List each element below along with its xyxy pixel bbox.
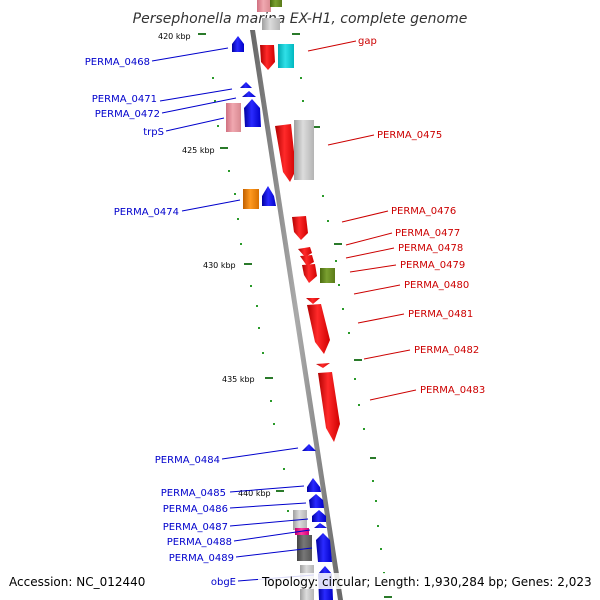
scale-label-425: 425 kbp [182, 146, 215, 155]
gene-PERMA_0478[interactable] [300, 255, 314, 266]
label-PERMA_0489[interactable]: PERMA_0489 [169, 553, 234, 564]
label-PERMA_0488[interactable]: PERMA_0488 [167, 537, 232, 548]
gene-top-olive[interactable] [270, 0, 282, 7]
gene-PERMA_0475[interactable] [275, 124, 296, 182]
label-PERMA_0487[interactable]: PERMA_0487 [163, 522, 228, 533]
gene-top-grey[interactable] [262, 18, 280, 30]
genome-summary-text: Topology: circular; Length: 1,930,284 bp… [261, 575, 592, 589]
label-PERMA_0486[interactable]: PERMA_0486 [163, 504, 228, 515]
label-PERMA_0475[interactable]: PERMA_0475 [377, 130, 442, 141]
gene-dark-grey[interactable] [297, 535, 312, 561]
scale-label-420: 420 kbp [158, 32, 191, 41]
left-leaders [151, 47, 315, 582]
label-PERMA_0474[interactable]: PERMA_0474 [114, 207, 179, 218]
label-gap[interactable]: gap [358, 36, 377, 47]
gene-cyan[interactable] [278, 44, 294, 68]
gene-PERMA_0484[interactable] [302, 444, 316, 451]
map-title: Persephonella marina EX-H1, complete gen… [133, 11, 468, 27]
scale-dots [212, 77, 385, 574]
label-PERMA_0472[interactable]: PERMA_0472 [95, 109, 160, 120]
gene-PERMA_0468[interactable] [232, 36, 244, 52]
label-PERMA_0480[interactable]: PERMA_0480 [404, 280, 469, 291]
right-leaders [307, 40, 417, 401]
gene-PERMA_0477[interactable] [298, 247, 312, 257]
gene-PERMA_0487[interactable] [312, 510, 326, 522]
label-PERMA_0479[interactable]: PERMA_0479 [400, 260, 465, 271]
gene-PERMA_0471[interactable] [240, 82, 252, 88]
gene-top-pink[interactable] [257, 0, 271, 12]
gene-PERMA_0481[interactable] [307, 304, 330, 354]
gene-PERMA_0489[interactable] [316, 533, 332, 562]
label-PERMA_0468[interactable]: PERMA_0468 [85, 57, 150, 68]
gene-PERMA_0474[interactable] [262, 186, 276, 206]
gene-gap[interactable] [260, 45, 275, 70]
gene-PERMA_0481-marker[interactable] [306, 298, 320, 304]
label-PERMA_0484[interactable]: PERMA_0484 [155, 455, 220, 466]
footer-bg-right [258, 573, 596, 589]
label-PERMA_0481[interactable]: PERMA_0481 [408, 309, 473, 320]
gene-PERMA_0480[interactable] [320, 268, 335, 283]
label-PERMA_0478[interactable]: PERMA_0478 [398, 243, 463, 254]
gene-PERMA_0485[interactable] [307, 478, 321, 492]
scale-ticks [198, 33, 392, 598]
gene-orange[interactable] [243, 189, 259, 209]
gene-PERMA_0482[interactable] [316, 363, 330, 368]
gene-grey-mid[interactable] [294, 120, 314, 180]
label-PERMA_0482[interactable]: PERMA_0482 [414, 345, 479, 356]
gene-PERMA_0483[interactable] [318, 372, 340, 442]
label-PERMA_0476[interactable]: PERMA_0476 [391, 206, 456, 217]
scale-label-435: 435 kbp [222, 375, 255, 384]
label-trpS[interactable]: trpS [143, 127, 164, 138]
gene-PERMA_0486[interactable] [309, 494, 324, 508]
label-PERMA_0483[interactable]: PERMA_0483 [420, 385, 485, 396]
scale-label-440: 440 kbp [238, 489, 271, 498]
footer-bg-left [6, 573, 152, 589]
label-PERMA_0485[interactable]: PERMA_0485 [161, 488, 226, 499]
accession-text: Accession: NC_012440 [9, 575, 145, 589]
gene-PERMA_0488[interactable] [314, 523, 327, 528]
gene-PERMA_0479[interactable] [302, 264, 317, 283]
label-PERMA_0477[interactable]: PERMA_0477 [395, 228, 460, 239]
gene-PERMA_0472[interactable] [242, 91, 256, 97]
label-PERMA_0471[interactable]: PERMA_0471 [92, 94, 157, 105]
label-obgE[interactable]: obgE [211, 577, 236, 588]
gene-pseudo-pink[interactable] [226, 103, 241, 132]
gene-trpS[interactable] [244, 99, 261, 127]
gene-PERMA_0476[interactable] [292, 216, 308, 240]
scale-label-430: 430 kbp [203, 261, 236, 270]
genome-backbone [250, 30, 343, 600]
reverse-genes [257, 0, 340, 442]
